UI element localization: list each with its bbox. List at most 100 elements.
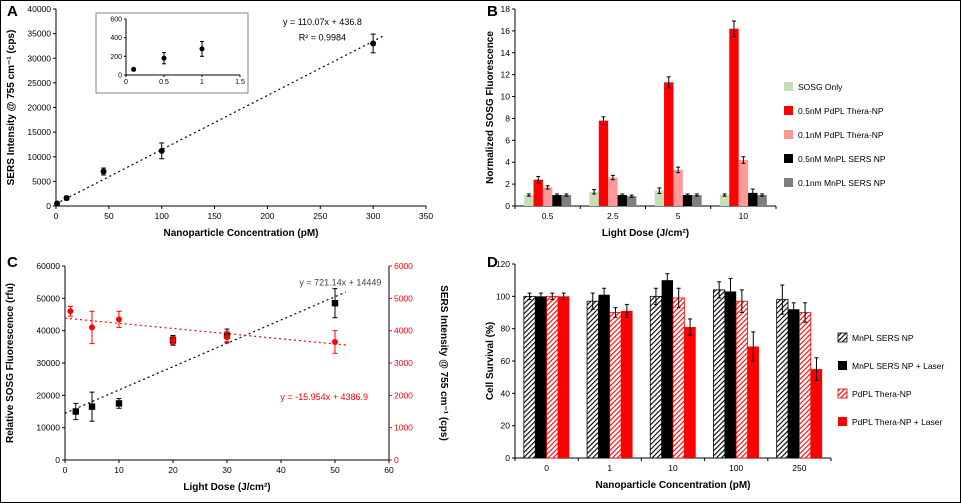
svg-text:2: 2 bbox=[505, 179, 510, 189]
svg-text:200: 200 bbox=[260, 211, 274, 221]
svg-text:2.5: 2.5 bbox=[607, 211, 619, 221]
bar-series-3 bbox=[557, 292, 823, 458]
svg-text:10: 10 bbox=[668, 463, 678, 473]
svg-text:10000: 10000 bbox=[36, 423, 60, 433]
svg-text:1: 1 bbox=[200, 79, 204, 86]
svg-text:3000: 3000 bbox=[394, 358, 413, 368]
svg-text:Light Dose (J/cm²): Light Dose (J/cm²) bbox=[183, 482, 270, 493]
bar-series-0 bbox=[524, 187, 730, 206]
svg-text:10: 10 bbox=[739, 211, 749, 221]
bar-series-1 bbox=[533, 20, 739, 207]
svg-text:6000: 6000 bbox=[394, 261, 413, 271]
series-0 bbox=[54, 33, 384, 207]
svg-text:Light Dose (J/cm²): Light Dose (J/cm²) bbox=[602, 228, 689, 239]
svg-text:10000: 10000 bbox=[27, 152, 51, 162]
svg-text:0: 0 bbox=[505, 453, 510, 463]
svg-text:6: 6 bbox=[505, 135, 510, 145]
svg-text:0: 0 bbox=[55, 455, 60, 465]
svg-text:0: 0 bbox=[46, 201, 51, 211]
svg-text:400: 400 bbox=[110, 35, 122, 42]
svg-text:1.5: 1.5 bbox=[235, 79, 245, 86]
svg-text:0.5: 0.5 bbox=[542, 211, 554, 221]
svg-text:4000: 4000 bbox=[394, 326, 413, 336]
svg-text:1000: 1000 bbox=[394, 423, 413, 433]
legend-label: MnPL SERS NP + Laser bbox=[852, 361, 945, 371]
svg-text:10: 10 bbox=[114, 465, 124, 475]
equation-annotation: R² = 0.9984 bbox=[299, 33, 346, 43]
svg-text:Nanoparticle Concentration (pM: Nanoparticle Concentration (pM) bbox=[595, 480, 750, 491]
svg-text:20: 20 bbox=[501, 421, 511, 431]
bar-series-2 bbox=[546, 287, 812, 459]
svg-text:20000: 20000 bbox=[27, 103, 51, 113]
svg-text:5000: 5000 bbox=[32, 176, 51, 186]
panel-a: A 0 5000 10000 15000 20000 25000 30000 35000 400… bbox=[1, 1, 481, 252]
panel-b-label: B bbox=[487, 3, 498, 20]
svg-text:12: 12 bbox=[501, 70, 511, 80]
inset-plot: 0 200 400 600 0 0.5 1 1.5 bbox=[95, 12, 249, 94]
svg-text:15000: 15000 bbox=[27, 127, 51, 137]
svg-text:350: 350 bbox=[419, 211, 433, 221]
svg-text:60000: 60000 bbox=[36, 261, 60, 271]
legend-label: 0.1nm MnPL SERS NP bbox=[798, 178, 886, 188]
svg-text:200: 200 bbox=[110, 54, 122, 61]
svg-text:60: 60 bbox=[501, 356, 511, 366]
legend-label: SOSG Only bbox=[798, 82, 843, 92]
svg-text:25000: 25000 bbox=[27, 78, 51, 88]
panel-d-label: D bbox=[487, 254, 498, 271]
bar-series-3 bbox=[552, 188, 758, 206]
bar-series-1 bbox=[535, 273, 800, 458]
panel-c-chart: 0100002000030000400005000060000010002000… bbox=[5, 261, 449, 493]
equation-annotation: y = 110.07x + 436.8 bbox=[283, 17, 362, 27]
svg-text:SERS Intensity @ 755 cm⁻¹ (cps: SERS Intensity @ 755 cm⁻¹ (cps) bbox=[6, 30, 17, 186]
svg-text:20000: 20000 bbox=[36, 390, 60, 400]
svg-text:50: 50 bbox=[330, 465, 340, 475]
panel-a-label: A bbox=[7, 3, 18, 20]
panel-a-chart: 0500010000150002000025000300003500040000… bbox=[6, 4, 433, 239]
svg-text:80: 80 bbox=[501, 324, 511, 334]
svg-text:10: 10 bbox=[501, 92, 511, 102]
svg-text:50000: 50000 bbox=[36, 293, 60, 303]
svg-text:16: 16 bbox=[501, 26, 511, 36]
svg-text:100: 100 bbox=[155, 211, 169, 221]
svg-text:40000: 40000 bbox=[36, 326, 60, 336]
bar-series-2 bbox=[542, 156, 749, 206]
panel-b: B 0 2 4 6 8 10 12 14 16 18 Normalized SOSG Fluores… bbox=[481, 1, 960, 252]
svg-text:0: 0 bbox=[63, 465, 68, 475]
svg-text:40000: 40000 bbox=[27, 4, 51, 14]
svg-text:40: 40 bbox=[276, 465, 286, 475]
equation-annotation: y = -15.954x + 4386.9 bbox=[280, 392, 368, 402]
svg-text:1: 1 bbox=[607, 463, 612, 473]
legend-label: 0.5nM MnPL SERS NP bbox=[798, 154, 886, 164]
svg-text:30000: 30000 bbox=[36, 358, 60, 368]
plot-area: 0500010000150002000025000300003500040000… bbox=[6, 4, 433, 239]
svg-text:250: 250 bbox=[313, 211, 327, 221]
svg-text:20: 20 bbox=[168, 465, 178, 475]
equation-annotation: y = 721.14x + 14449 bbox=[299, 277, 381, 287]
svg-text:Cell Survival (%): Cell Survival (%) bbox=[485, 322, 496, 400]
plot-area: 0100002000030000400005000060000010002000… bbox=[5, 261, 449, 493]
legend: SOSG Only 0.5nM PdPL Thera-NP 0.1nM PdPL T… bbox=[784, 82, 886, 188]
legend-label: 0.1nM PdPL Thera-NP bbox=[798, 130, 884, 140]
svg-text:35000: 35000 bbox=[27, 29, 51, 39]
svg-text:150: 150 bbox=[207, 211, 221, 221]
svg-text:Normalized SOSG Fluorescence: Normalized SOSG Fluorescence bbox=[485, 31, 496, 184]
legend-label: MnPL SERS NP bbox=[852, 333, 914, 343]
svg-text:40: 40 bbox=[501, 388, 511, 398]
svg-text:8: 8 bbox=[505, 113, 510, 123]
svg-text:250: 250 bbox=[792, 463, 806, 473]
svg-text:0: 0 bbox=[505, 201, 510, 211]
svg-text:18: 18 bbox=[501, 4, 511, 14]
svg-text:30: 30 bbox=[222, 465, 232, 475]
legend: MnPL SERS NP MnPL SERS NP + Laser PdPL The… bbox=[837, 332, 945, 427]
svg-text:SERS Intensity @ 755 cm⁻¹ (cps: SERS Intensity @ 755 cm⁻¹ (cps) bbox=[438, 285, 449, 441]
svg-text:14: 14 bbox=[501, 48, 511, 58]
svg-text:0: 0 bbox=[124, 79, 128, 86]
panel-c-label: C bbox=[7, 254, 18, 271]
bar-series-0 bbox=[523, 281, 789, 459]
svg-text:100: 100 bbox=[729, 463, 743, 473]
svg-text:300: 300 bbox=[366, 211, 380, 221]
svg-text:Relative SOSG Fluorescence (rf: Relative SOSG Fluorescence (rfu) bbox=[5, 283, 16, 443]
bar-series-4 bbox=[561, 193, 767, 206]
legend-label: PdPL Thera-NP + Laser bbox=[852, 417, 942, 427]
